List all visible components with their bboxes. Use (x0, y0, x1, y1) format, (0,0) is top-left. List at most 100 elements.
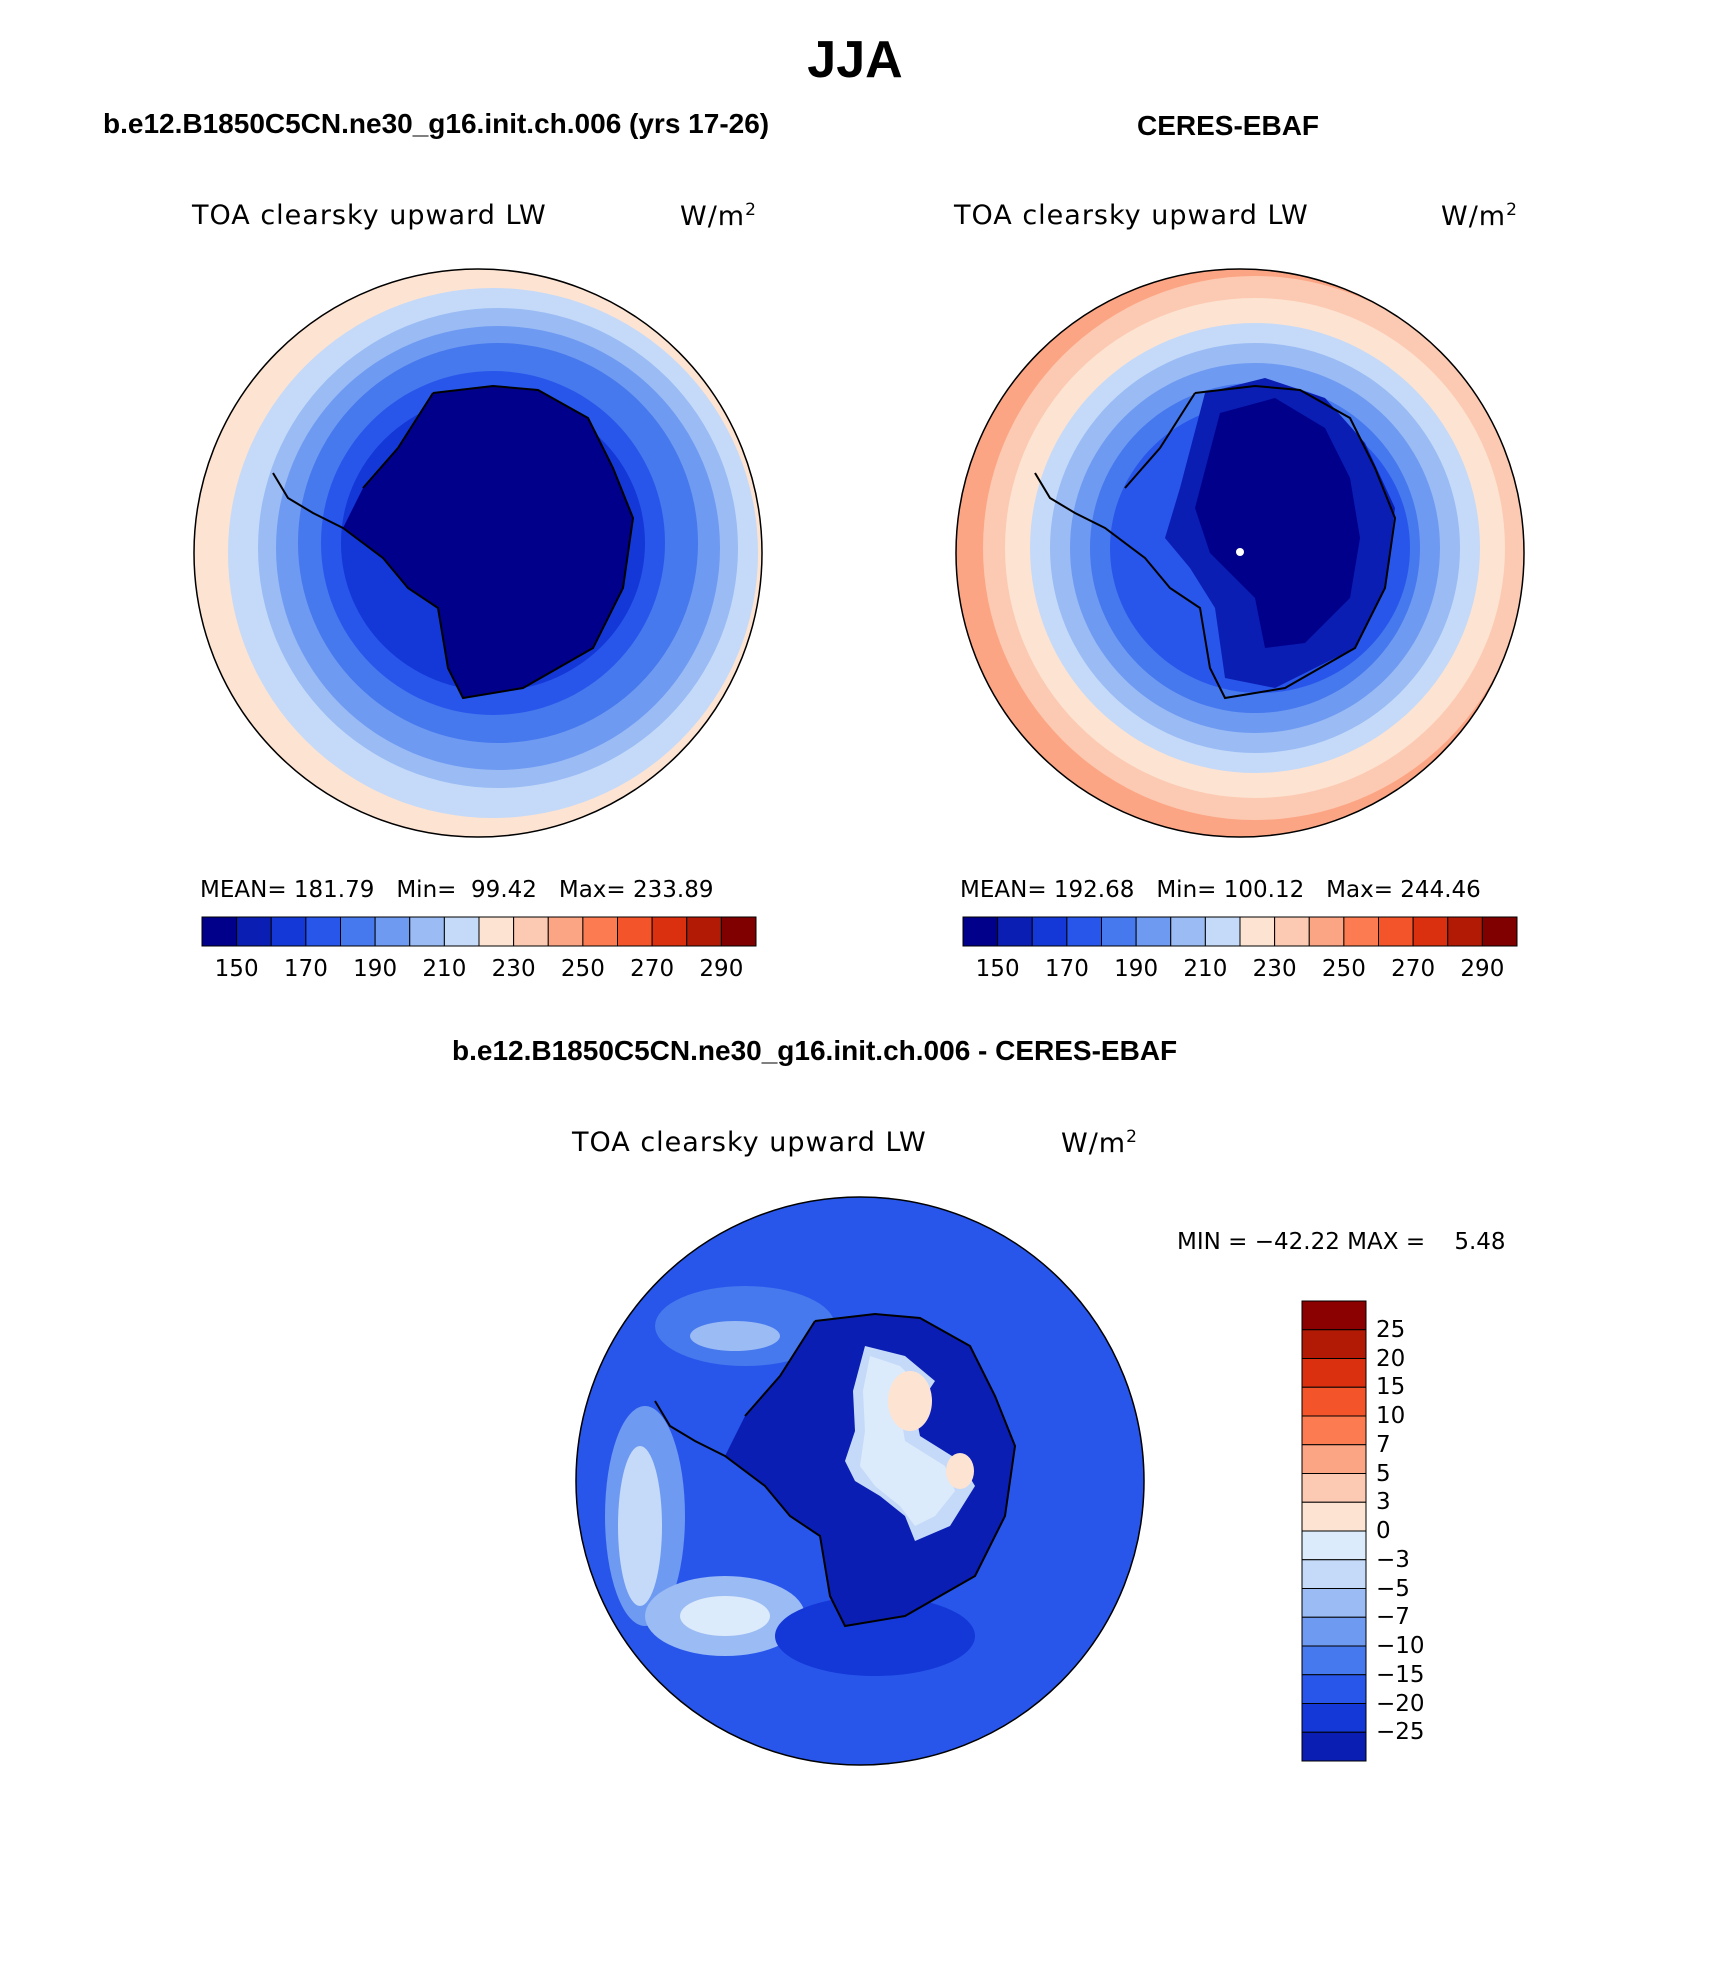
diff-colorbar-tick-label: 15 (1376, 1374, 1406, 1401)
obs-colorbar-swatch (1412, 916, 1449, 947)
diff-panel-title: b.e12.B1850C5CN.ne30_g16.init.ch.006 - C… (452, 1035, 1178, 1066)
obs-map-border (955, 268, 1525, 838)
model-colorbar-swatch (409, 916, 445, 947)
obs-mean-value: 192.68 (1053, 877, 1135, 903)
model-variable-label: TOA clearsky upward LW (192, 200, 547, 231)
diff-colorbar-swatch (1301, 1444, 1367, 1474)
diff-colorbar-tick-label: 3 (1376, 1489, 1391, 1516)
diff-patch-minus5-upper (690, 1321, 780, 1351)
obs-max-value: 244.46 (1400, 877, 1481, 903)
diff-colorbar-tick-label: 25 (1376, 1316, 1406, 1343)
model-colorbar-swatch (651, 916, 688, 947)
diff-max-value: 5.48 (1454, 1229, 1506, 1255)
diff-max-label: MAX = (1347, 1229, 1426, 1255)
obs-colorbar-swatch (1170, 916, 1206, 947)
model-stats: MEAN= 181.79 Min= 99.42 Max= 233.89 (200, 877, 713, 903)
diff-colorbar-swatch (1301, 1731, 1367, 1762)
obs-colorbar-swatch (1066, 916, 1102, 947)
diff-colorbar-tick-label: −10 (1376, 1633, 1425, 1659)
model-colorbar-tick-label: 150 (214, 956, 259, 982)
obs-panel-title: CERES-EBAF (1137, 110, 1320, 141)
model-units-base: W/m (680, 201, 746, 232)
diff-antarctica-coastline (654, 1312, 1017, 1628)
diff-patch-plus3-b (946, 1453, 974, 1489)
model-colorbar (201, 916, 757, 947)
diff-colorbar-tick-label: −5 (1376, 1575, 1410, 1602)
obs-colorbar-tick-label: 230 (1252, 956, 1297, 982)
obs-colorbar-swatch (1308, 916, 1345, 947)
diff-colorbar-swatch (1301, 1473, 1367, 1503)
diff-colorbar-swatch (1301, 1501, 1367, 1532)
obs-colorbar-tick-label: 270 (1391, 956, 1436, 982)
obs-colorbar-swatch (1343, 916, 1379, 947)
model-colorbar-tick-label: 210 (422, 956, 467, 982)
diff-colorbar-tick-label: −3 (1376, 1546, 1410, 1573)
obs-units-base: W/m (1441, 201, 1507, 232)
diff-colorbar-swatch (1301, 1300, 1367, 1331)
obs-units-label: W/m2 (1441, 200, 1518, 232)
obs-colorbar-swatch (1274, 916, 1310, 947)
model-colorbar-tick-label: 250 (560, 956, 605, 982)
model-colorbar-swatch (478, 916, 515, 947)
model-antarctica-coastline (272, 384, 635, 700)
model-colorbar-swatch (270, 916, 307, 947)
diff-min-label: MIN = (1177, 1229, 1248, 1255)
diff-map (575, 1196, 1145, 1766)
obs-min-label: Min= (1156, 877, 1217, 903)
diff-colorbar-tick-label: 10 (1376, 1403, 1406, 1429)
model-colorbar-swatch (236, 916, 272, 947)
model-colorbar-tick-label: 230 (491, 956, 536, 982)
diff-minmax: MIN = −42.22 MAX = 5.48 (1177, 1229, 1506, 1255)
diff-colorbar-tick-label: 20 (1376, 1345, 1406, 1372)
diff-colorbar-swatch (1301, 1415, 1367, 1446)
diff-colorbar-tick-label: 0 (1376, 1518, 1391, 1544)
obs-colorbar-swatch (1135, 916, 1172, 947)
model-map-border (193, 268, 763, 838)
model-colorbar-swatch (617, 916, 653, 947)
model-colorbar-swatch (686, 916, 722, 947)
diff-patch-minus3-left (618, 1446, 662, 1606)
obs-units-exp: 2 (1506, 200, 1518, 220)
obs-colorbar-tick-label: 250 (1321, 956, 1366, 982)
obs-antarctica-interior (1195, 398, 1360, 648)
model-colorbar-tick-label: 190 (353, 956, 398, 982)
obs-colorbar-tick-label: 170 (1044, 956, 1089, 982)
obs-max-label: Max= (1326, 877, 1393, 903)
model-colorbar-swatch (582, 916, 618, 947)
obs-map (955, 268, 1525, 838)
diff-colorbar-tick-label: 5 (1376, 1460, 1391, 1487)
obs-south-pole-marker (1236, 548, 1244, 556)
model-units-exp: 2 (745, 200, 757, 220)
diff-min-value: −42.22 (1254, 1229, 1340, 1255)
obs-colorbar-tick-label: 290 (1460, 956, 1505, 982)
model-colorbar-swatch (340, 916, 376, 947)
diff-colorbar-swatch (1301, 1386, 1367, 1417)
model-panel-title: b.e12.B1850C5CN.ne30_g16.init.ch.006 (yr… (103, 108, 770, 139)
diff-units-base: W/m (1061, 1128, 1127, 1159)
page-title: JJA (807, 31, 903, 89)
model-min-value: 99.42 (471, 877, 537, 903)
obs-colorbar-swatch (962, 916, 999, 947)
obs-antarctica-coastline (1034, 384, 1397, 700)
diff-colorbar-swatch (1301, 1588, 1367, 1618)
obs-colorbar-swatch (1239, 916, 1276, 947)
diff-patch-plus3 (888, 1371, 932, 1431)
diff-patch-minus3-lower (680, 1596, 770, 1636)
diff-units-exp: 2 (1126, 1127, 1138, 1147)
diff-colorbar-swatch (1301, 1703, 1367, 1733)
obs-colorbar-swatch (1204, 916, 1241, 947)
diff-colorbar-swatch (1301, 1329, 1367, 1359)
model-colorbar-swatch (374, 916, 411, 947)
model-map (193, 268, 763, 838)
diff-colorbar-tick-label: −15 (1376, 1661, 1425, 1688)
obs-variable-label: TOA clearsky upward LW (954, 200, 1309, 231)
diff-colorbar-swatch (1301, 1645, 1367, 1676)
diff-patch-minus15-lower (775, 1596, 975, 1676)
model-colorbar-swatch (201, 916, 238, 947)
obs-min-value: 100.12 (1223, 877, 1305, 903)
model-colorbar-swatch (513, 916, 549, 947)
model-mean-value: 181.79 (293, 877, 375, 903)
model-units-label: W/m2 (680, 200, 757, 232)
diff-colorbar-swatch (1301, 1616, 1367, 1647)
obs-stats: MEAN= 192.68 Min= 100.12 Max= 244.46 (960, 877, 1481, 903)
